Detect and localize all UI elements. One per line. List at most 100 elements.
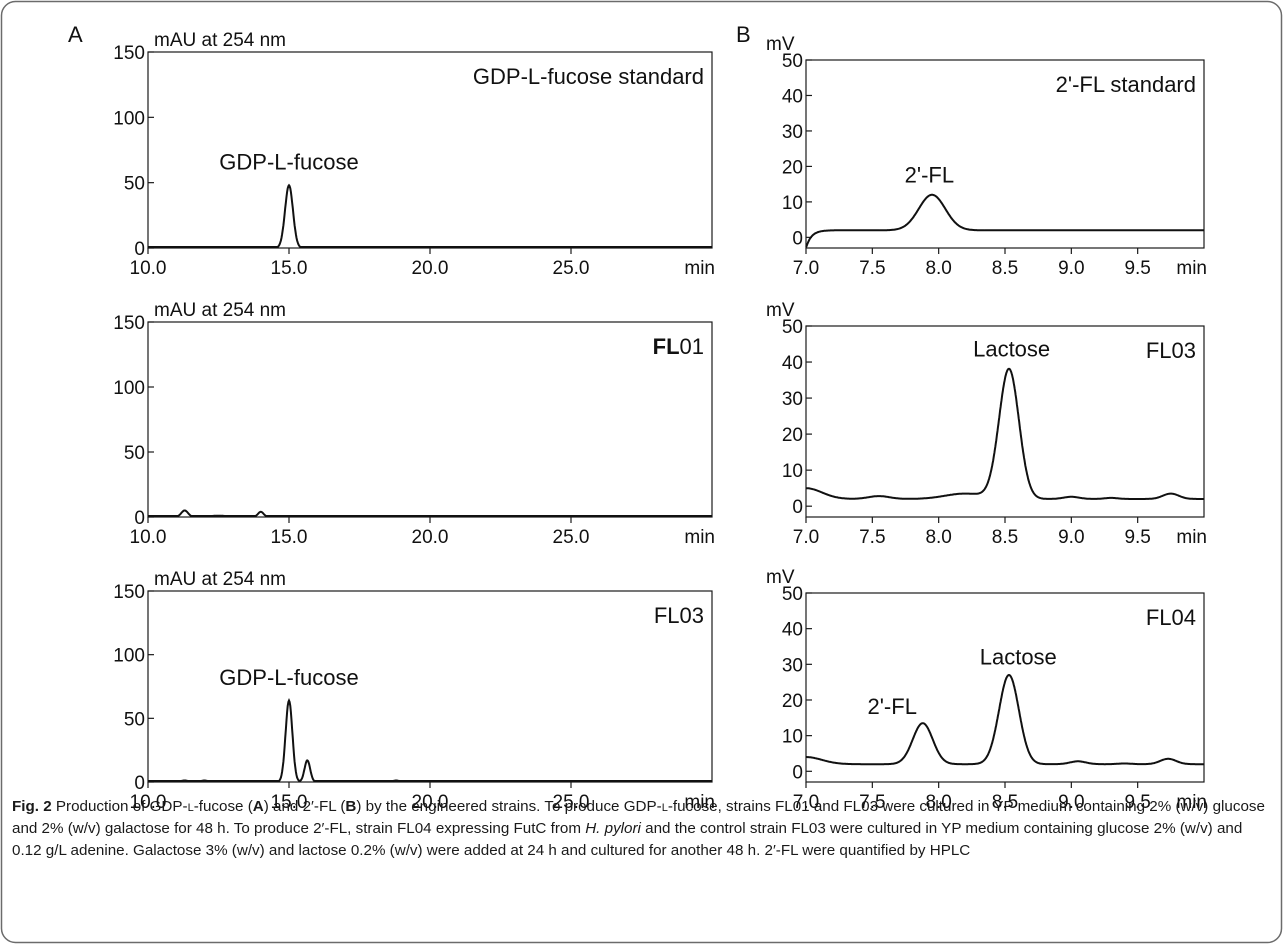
x-tick-label: 25.0 xyxy=(553,258,590,279)
sample-label: GDP-L-fucose standard xyxy=(473,64,704,89)
x-tick-label: 8.0 xyxy=(925,258,951,279)
y-tick-label: 0 xyxy=(792,497,803,518)
caption-smallcap-l-1: l xyxy=(187,798,194,815)
x-tick-label: 7.5 xyxy=(859,792,885,813)
y-tick-label: 0 xyxy=(134,508,145,529)
y-tick-label: 20 xyxy=(782,157,803,178)
x-axis-unit: min xyxy=(684,792,715,813)
x-tick-label: 8.5 xyxy=(992,527,1018,548)
plot-frame xyxy=(805,592,1205,783)
y-axis-label: mV xyxy=(766,300,795,321)
y-tick-label: 100 xyxy=(113,378,145,399)
y-tick-label: 50 xyxy=(124,174,145,195)
x-tick-label: 25.0 xyxy=(553,792,590,813)
y-tick-label: 20 xyxy=(782,425,803,446)
y-tick-label: 40 xyxy=(782,86,803,107)
y-tick-label: 50 xyxy=(124,709,145,730)
y-axis-label: mAU at 254 nm xyxy=(154,569,286,590)
y-tick-label: 30 xyxy=(782,389,803,410)
y-tick-label: 10 xyxy=(782,727,803,748)
x-tick-label: 7.5 xyxy=(859,527,885,548)
sample-label: 2'-FL standard xyxy=(1056,72,1196,97)
y-tick-label: 20 xyxy=(782,691,803,712)
x-axis-unit: min xyxy=(684,527,715,548)
panel-letter-b: B xyxy=(736,22,751,47)
y-tick-label: 10 xyxy=(782,461,803,482)
peak-label: Lactose xyxy=(980,644,1057,669)
y-axis-label: mAU at 254 nm xyxy=(154,30,286,51)
caption-text-4: ) by the engineered strains. To produce … xyxy=(356,798,662,815)
y-tick-label: 100 xyxy=(113,108,145,129)
x-tick-label: 10.0 xyxy=(130,527,167,548)
y-tick-label: 50 xyxy=(782,317,803,338)
chromatogram-trace xyxy=(806,673,1204,766)
y-tick-label: 40 xyxy=(782,620,803,641)
caption-smallcap-l-2: l xyxy=(661,798,668,815)
y-tick-label: 150 xyxy=(113,43,145,64)
x-tick-label: 10.0 xyxy=(130,258,167,279)
x-tick-label: 7.0 xyxy=(793,258,819,279)
y-axis-label: mV xyxy=(766,34,795,55)
chromatogram-4: 0 10 20 30 40 50 7.0 7.5 8.0 8.5 9.0 9.5 min mV 2'-FL … xyxy=(766,34,1207,279)
chromatogram-trace xyxy=(805,193,1204,248)
x-tick-label: 25.0 xyxy=(553,527,590,548)
peak-label: GDP-L-fucose xyxy=(219,665,358,690)
plot-frame xyxy=(147,321,713,518)
caption-text-1: Production of GDP- xyxy=(51,798,188,815)
chromatogram-6: 0 10 20 30 40 50 7.0 7.5 8.0 8.5 9.0 9.5 min mV FL04 2'… xyxy=(766,567,1207,813)
y-tick-label: 10 xyxy=(782,193,803,214)
y-tick-label: 0 xyxy=(134,239,145,260)
x-tick-label: 20.0 xyxy=(412,258,449,279)
sample-label: FL03 xyxy=(1146,338,1196,363)
y-axis-label: mV xyxy=(766,567,795,588)
peak-label: 2'-FL xyxy=(905,162,954,187)
caption-text-3: ) and 2′-FL ( xyxy=(263,798,346,815)
x-tick-label: 15.0 xyxy=(271,527,308,548)
y-axis-label: mAU at 254 nm xyxy=(154,300,286,321)
chromatogram-3: 0 50 100 150 10.0 15.0 20.0 25.0 min mAU at 254 n… xyxy=(113,569,715,813)
x-tick-label: 7.0 xyxy=(793,792,819,813)
y-tick-label: 30 xyxy=(782,655,803,676)
caption-text-2: -fucose ( xyxy=(193,798,253,815)
x-tick-label: 7.5 xyxy=(859,258,885,279)
caption-bold-a: A xyxy=(252,798,264,815)
x-tick-label: 15.0 xyxy=(271,792,308,813)
x-tick-label: 9.5 xyxy=(1124,258,1150,279)
x-tick-label: 10.0 xyxy=(130,792,167,813)
x-tick-label: 8.0 xyxy=(925,527,951,548)
chromatogram-2: 0 50 100 150 10.0 15.0 20.0 25.0 min mAU at 254 n… xyxy=(113,300,715,548)
x-axis-unit: min xyxy=(684,258,715,279)
y-tick-label: 0 xyxy=(792,228,803,249)
caption-text-6: and the control strain FL03 were culture… xyxy=(12,820,1243,859)
x-axis-unit: min xyxy=(1176,527,1207,548)
y-tick-label: 50 xyxy=(782,51,803,72)
figure-caption: Fig. 2 Production of GDP-l-fucose (A) an… xyxy=(12,796,1274,862)
y-tick-label: 0 xyxy=(792,762,803,783)
x-tick-label: 9.5 xyxy=(1124,792,1150,813)
peak-label: 2'-FL xyxy=(868,694,917,719)
x-tick-label: 15.0 xyxy=(271,258,308,279)
chromatogram-1: 0 50 100 150 10.0 15.0 20.0 25.0 min mAU at 254 n… xyxy=(113,30,715,279)
x-tick-label: 8.0 xyxy=(925,792,951,813)
sample-label: FL04 xyxy=(1146,605,1196,630)
caption-text-5: -fucose, strains FL01 and FL03 were cult… xyxy=(12,798,1265,837)
x-tick-label: 7.0 xyxy=(793,527,819,548)
y-tick-label: 150 xyxy=(113,582,145,603)
y-tick-label: 50 xyxy=(782,584,803,605)
chromatogram-5: 0 10 20 30 40 50 7.0 7.5 8.0 8.5 9.0 9.5 min mV FL03 La… xyxy=(766,300,1207,548)
panel-letter-a: A xyxy=(68,22,83,47)
y-tick-label: 0 xyxy=(134,773,145,794)
x-axis-unit: min xyxy=(1176,258,1207,279)
caption-italic-species: H. pylori xyxy=(585,820,641,837)
x-tick-label: 8.5 xyxy=(992,258,1018,279)
chromatogram-trace xyxy=(806,367,1204,500)
y-tick-label: 100 xyxy=(113,646,145,667)
x-tick-label: 20.0 xyxy=(412,792,449,813)
peak-label: GDP-L-fucose xyxy=(219,150,358,175)
chromatogram-trace xyxy=(148,697,712,782)
x-tick-label: 9.0 xyxy=(1058,258,1084,279)
y-tick-label: 40 xyxy=(782,353,803,374)
